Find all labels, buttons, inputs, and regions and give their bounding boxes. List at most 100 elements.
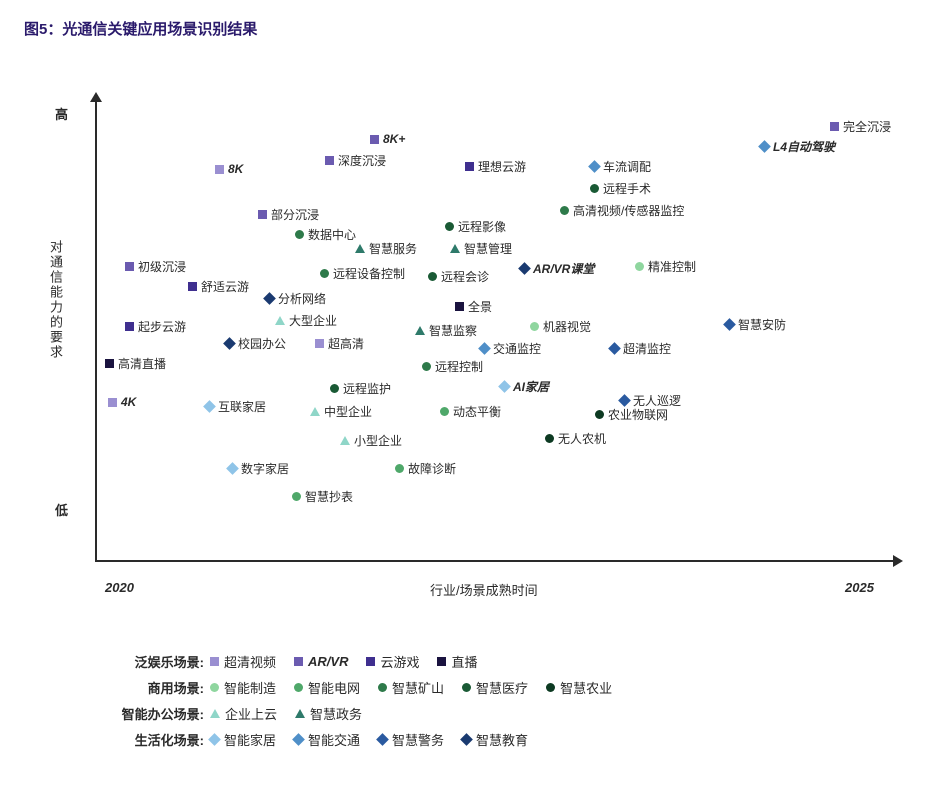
- scatter-point: 高清视频/传感器监控: [560, 202, 684, 219]
- point-label: 远程设备控制: [333, 265, 405, 282]
- circle-marker: [560, 206, 569, 215]
- square-marker: [125, 262, 134, 271]
- circle-marker: [210, 683, 219, 692]
- scatter-point: 超高清: [315, 335, 364, 352]
- scatter-point: 分析网络: [265, 290, 326, 307]
- point-label: 分析网络: [278, 290, 326, 307]
- scatter-point: 大型企业: [275, 312, 337, 329]
- square-marker: [108, 398, 117, 407]
- point-label: 数据中心: [308, 226, 356, 243]
- scatter-point: 智慧安防: [725, 316, 786, 333]
- legend-item: AR/VR: [294, 654, 348, 669]
- figure-title: 图5：光通信关键应用场景识别结果: [24, 18, 257, 39]
- legend: 泛娱乐场景:超清视频AR/VR云游戏直播商用场景:智能制造智能电网智慧矿山智慧医…: [0, 648, 940, 752]
- point-label: 远程手术: [603, 180, 651, 197]
- scatter-point: 智慧监察: [415, 322, 477, 339]
- point-label: 精准控制: [648, 258, 696, 275]
- scatter-point: 舒适云游: [188, 278, 249, 295]
- scatter-point: 农业物联网: [595, 406, 668, 423]
- scatter-point: 精准控制: [635, 258, 696, 275]
- square-marker: [105, 359, 114, 368]
- diamond-marker: [618, 394, 631, 407]
- legend-group-label: 泛娱乐场景:: [0, 652, 210, 671]
- scatter-point: 动态平衡: [440, 403, 501, 420]
- legend-group-label: 智能办公场景:: [0, 704, 210, 723]
- legend-item-label: 智能交通: [308, 730, 360, 749]
- diamond-marker: [723, 318, 736, 331]
- circle-marker: [294, 683, 303, 692]
- scatter-point: 4K: [108, 395, 136, 409]
- scatter-point: 部分沉浸: [258, 206, 319, 223]
- square-marker: [437, 657, 446, 666]
- point-label: 车流调配: [603, 158, 651, 175]
- scatter-point: 远程控制: [422, 358, 483, 375]
- legend-row: 泛娱乐场景:超清视频AR/VR云游戏直播: [0, 648, 940, 674]
- legend-item: 智能制造: [210, 678, 276, 697]
- scatter-point: 校园办公: [225, 335, 286, 352]
- point-label: 深度沉浸: [338, 152, 386, 169]
- triangle-marker: [295, 709, 305, 718]
- legend-item-label: AR/VR: [308, 654, 348, 669]
- scatter-point: 机器视觉: [530, 318, 591, 335]
- legend-row: 商用场景:智能制造智能电网智慧矿山智慧医疗智慧农业: [0, 674, 940, 700]
- legend-item: 智慧警务: [378, 730, 444, 749]
- point-label: 4K: [121, 395, 136, 409]
- scatter-point: 完全沉浸: [830, 118, 891, 135]
- diamond-marker: [376, 733, 389, 746]
- point-label: 智慧管理: [464, 240, 512, 257]
- circle-marker: [595, 410, 604, 419]
- point-label: 校园办公: [238, 335, 286, 352]
- scatter-point: 车流调配: [590, 158, 651, 175]
- diamond-marker: [292, 733, 305, 746]
- y-axis-arrow: [90, 92, 102, 102]
- legend-item-label: 智慧警务: [392, 730, 444, 749]
- scatter-point: 互联家居: [205, 398, 266, 415]
- diamond-marker: [226, 462, 239, 475]
- circle-marker: [422, 362, 431, 371]
- point-label: AR/VR课堂: [533, 260, 594, 277]
- point-label: 故障诊断: [408, 460, 456, 477]
- diamond-marker: [758, 140, 771, 153]
- square-marker: [370, 135, 379, 144]
- x-axis-right: 2025: [845, 580, 874, 595]
- triangle-marker: [310, 407, 320, 416]
- legend-item-label: 智能家居: [224, 730, 276, 749]
- scatter-point: 远程会诊: [428, 268, 489, 285]
- point-label: 小型企业: [354, 432, 402, 449]
- circle-marker: [545, 434, 554, 443]
- circle-marker: [445, 222, 454, 231]
- scatter-point: 初级沉浸: [125, 258, 186, 275]
- diamond-marker: [460, 733, 473, 746]
- diamond-marker: [498, 380, 511, 393]
- circle-marker: [635, 262, 644, 271]
- point-label: 机器视觉: [543, 318, 591, 335]
- diamond-marker: [203, 400, 216, 413]
- point-label: 起步云游: [138, 318, 186, 335]
- legend-item: 智能交通: [294, 730, 360, 749]
- circle-marker: [395, 464, 404, 473]
- scatter-point: 全景: [455, 298, 492, 315]
- scatter-point: 8K+: [370, 132, 405, 146]
- scatter-point: 智慧抄表: [292, 488, 353, 505]
- scatter-point: 起步云游: [125, 318, 186, 335]
- point-label: 8K+: [383, 132, 405, 146]
- square-marker: [465, 162, 474, 171]
- point-label: 初级沉浸: [138, 258, 186, 275]
- point-label: 互联家居: [218, 398, 266, 415]
- scatter-point: 远程手术: [590, 180, 651, 197]
- diamond-marker: [608, 342, 621, 355]
- point-label: 高清直播: [118, 355, 166, 372]
- legend-row: 生活化场景:智能家居智能交通智慧警务智慧教育: [0, 726, 940, 752]
- x-axis-line: [95, 560, 895, 562]
- square-marker: [315, 339, 324, 348]
- y-axis-title: 对通信能力的要求: [46, 240, 65, 360]
- point-label: 舒适云游: [201, 278, 249, 295]
- point-label: 无人农机: [558, 430, 606, 447]
- point-label: 远程监护: [343, 380, 391, 397]
- legend-item: 智慧教育: [462, 730, 528, 749]
- circle-marker: [530, 322, 539, 331]
- triangle-marker: [355, 244, 365, 253]
- x-axis-title: 行业/场景成熟时间: [430, 580, 538, 599]
- legend-item: 直播: [437, 652, 477, 671]
- triangle-marker: [450, 244, 460, 253]
